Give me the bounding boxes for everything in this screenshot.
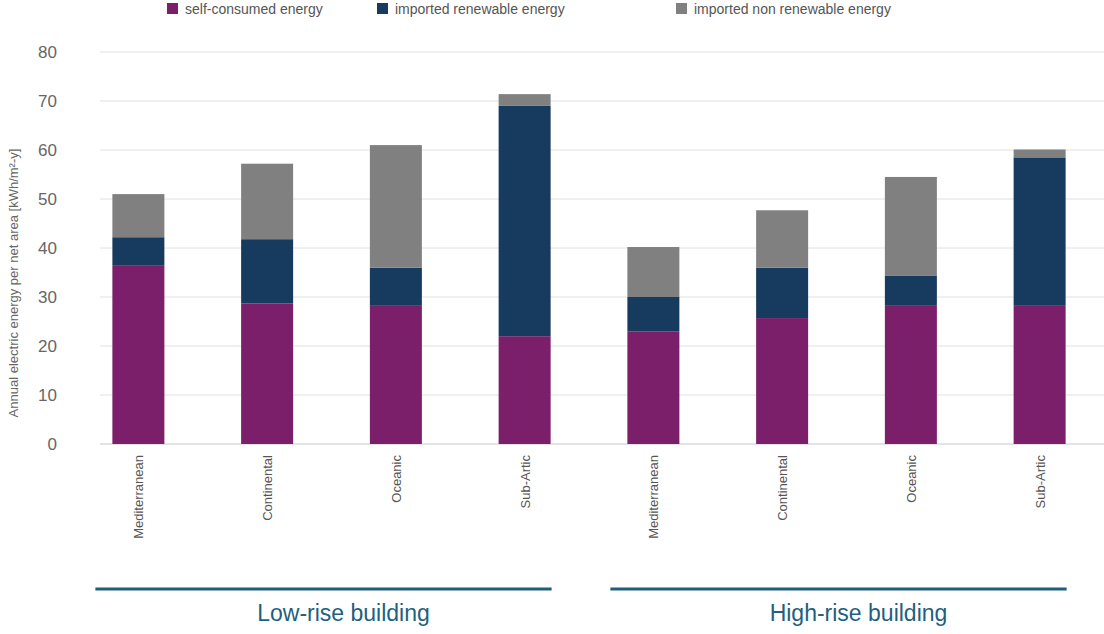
group-line (95, 588, 551, 591)
y-tick-label: 50 (38, 190, 57, 209)
bar-segment (241, 239, 293, 303)
bar-segment (756, 318, 808, 444)
bar-segment (241, 303, 293, 444)
bar-segment (370, 268, 422, 306)
bar-segment (241, 164, 293, 239)
x-tick-label: Sub-Artic (1033, 455, 1048, 509)
x-tick-label: Continental (260, 455, 275, 521)
legend-label: imported renewable energy (395, 1, 565, 17)
legend-swatch (377, 3, 388, 14)
bar-segment (1014, 150, 1066, 158)
y-tick-label: 40 (38, 239, 57, 258)
y-tick-label: 30 (38, 288, 57, 307)
bar-segment (885, 275, 937, 305)
x-tick-label: Mediterranean (646, 455, 661, 539)
x-tick-label: Sub-Artic (518, 455, 533, 509)
bars (112, 94, 1065, 444)
x-tick-label: Mediterranean (131, 455, 146, 539)
group-label: High-rise building (770, 600, 948, 626)
bar-segment (627, 297, 679, 331)
legend-label: self-consumed energy (185, 1, 323, 17)
bar-segment (370, 306, 422, 444)
y-tick-label: 0 (48, 435, 57, 454)
y-tick-label: 70 (38, 92, 57, 111)
bar-segment (885, 306, 937, 444)
x-tick-label: Continental (775, 455, 790, 521)
bar-segment (756, 268, 808, 318)
bar-segment (499, 336, 551, 444)
bar-segment (499, 94, 551, 106)
bar-segment (112, 265, 164, 444)
legend-swatch (167, 3, 178, 14)
y-tick-label: 10 (38, 386, 57, 405)
bar-segment (112, 237, 164, 265)
y-tick-label: 80 (38, 43, 57, 62)
grid-line (100, 101, 1104, 102)
y-tick-label: 20 (38, 337, 57, 356)
grid-line (100, 150, 1104, 151)
group-label: Low-rise building (257, 600, 430, 626)
bar-segment (499, 106, 551, 336)
group-line (610, 588, 1066, 591)
bar-segment (1014, 157, 1066, 305)
bar-segment (112, 194, 164, 237)
y-axis-label: Annual electric energy per net area [kWh… (6, 149, 21, 418)
x-tick-label: Oceanic (904, 455, 919, 503)
grid-line (100, 52, 1104, 53)
bar-segment (1014, 306, 1066, 444)
legend-label: imported non renewable energy (694, 1, 891, 17)
bar-segment (885, 177, 937, 275)
bar-segment (370, 145, 422, 268)
x-tick-label: Oceanic (389, 455, 404, 503)
bar-segment (627, 247, 679, 297)
chart: 0 10 20 30 40 50 60 70 80 Annual electric energy … (0, 0, 1104, 634)
y-tick-label: 60 (38, 141, 57, 160)
bar-segment (756, 210, 808, 267)
bar-segment (627, 331, 679, 444)
legend-swatch (676, 3, 687, 14)
